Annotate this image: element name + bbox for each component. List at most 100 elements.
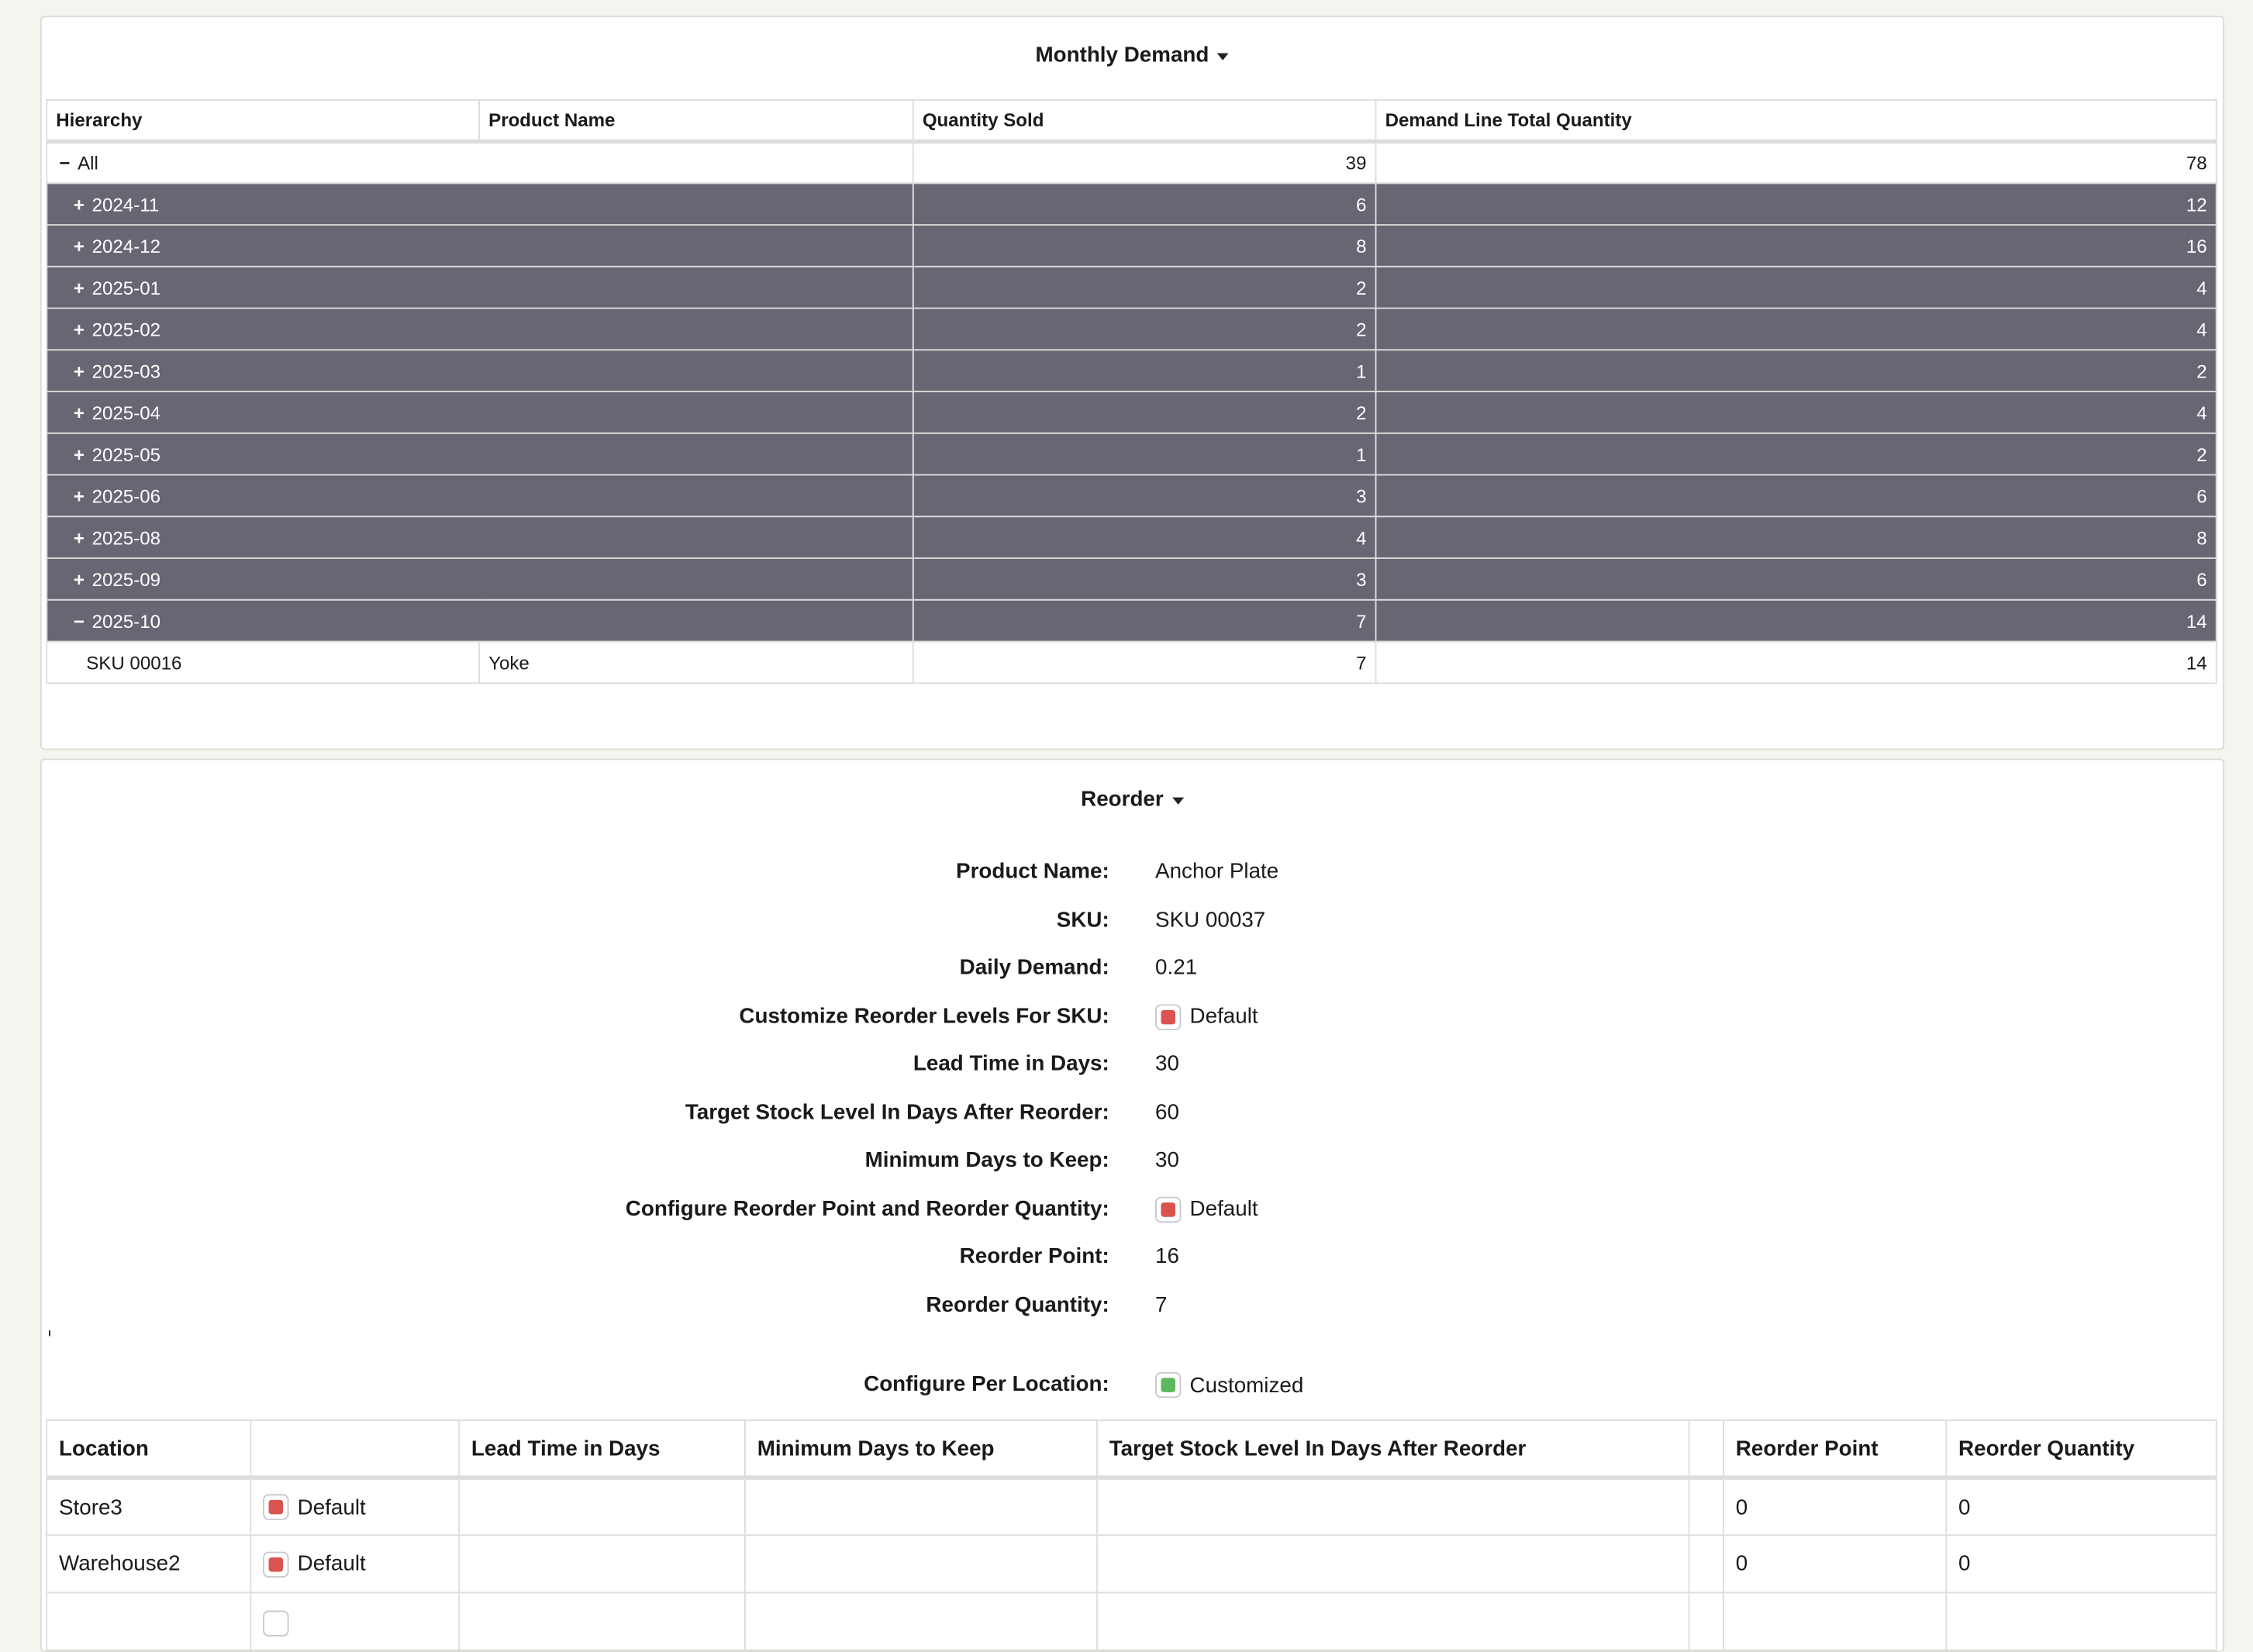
expand-icon[interactable]: + [73, 526, 85, 549]
quantity-sold-cell: 39 [912, 140, 1377, 185]
column-header[interactable]: Location [46, 1419, 252, 1480]
field-value-container: SKU 00037 [1155, 907, 1265, 932]
empty-cell [250, 1592, 461, 1651]
field-label: Configure Per Location: [864, 1371, 1109, 1397]
hierarchy-cell[interactable]: − All [46, 140, 914, 185]
field-value-container[interactable]: Default [1155, 1195, 1258, 1223]
table-row-month: +2025-09 3 6 [46, 557, 2217, 601]
row-label: 2025-05 [91, 443, 161, 465]
hierarchy-cell[interactable]: +2025-05 [46, 432, 914, 476]
field-value: 60 [1155, 1099, 1179, 1125]
hierarchy-cell[interactable]: +2025-06 [46, 474, 914, 518]
caret-down-icon [1217, 52, 1230, 60]
table-row-month: −2025-10 7 14 [46, 598, 2217, 643]
hierarchy-cell[interactable]: +2025-09 [46, 557, 914, 601]
column-header[interactable]: Reorder Point [1723, 1419, 1948, 1480]
column-header[interactable] [250, 1419, 461, 1480]
expand-icon[interactable]: + [73, 443, 85, 465]
checkbox-red-icon[interactable] [263, 1494, 289, 1520]
field-label: Configure Reorder Point and Reorder Quan… [625, 1195, 1109, 1221]
field-row: Product Name: Anchor Plate [42, 859, 2223, 888]
location-row-partial [46, 1592, 2217, 1651]
field-label: Product Name: [956, 859, 1109, 884]
column-header[interactable]: Lead Time in Days [458, 1419, 746, 1480]
configure-per-location-toggle[interactable]: Customized [1155, 1371, 1303, 1399]
hierarchy-cell[interactable]: +2024-11 [46, 182, 914, 226]
expand-icon[interactable]: + [73, 318, 85, 340]
field-value-container: Anchor Plate [1155, 859, 1278, 884]
expand-icon[interactable]: + [73, 485, 85, 507]
hierarchy-cell[interactable]: +2025-02 [46, 307, 914, 351]
table-row-sku: SKU 00016 Yoke 7 14 [46, 640, 2217, 685]
line-total-cell: 14 [1375, 598, 2217, 643]
text-cursor [49, 1330, 50, 1336]
row-label: All [78, 152, 98, 174]
reorder-title-dropdown[interactable]: Reorder [42, 788, 2223, 812]
table-row-month: +2025-02 2 4 [46, 307, 2217, 351]
expand-icon[interactable]: + [73, 401, 85, 423]
checkbox-green-icon[interactable] [1155, 1371, 1182, 1399]
column-header-line-total[interactable]: Demand Line Total Quantity [1375, 98, 2217, 144]
line-total-cell: 2 [1375, 432, 2217, 476]
table-row-month: +2025-03 1 2 [46, 349, 2217, 392]
empty-cell [1688, 1592, 1724, 1651]
quantity-sold-cell: 3 [912, 557, 1377, 601]
field-row: Daily Demand: 0.21 [42, 955, 2223, 984]
field-value-container: 60 [1155, 1100, 1179, 1125]
mode-label: Default [297, 1495, 366, 1519]
page: Monthly Demand Hierarchy Product Name Qu… [40, 16, 2224, 1652]
field-value: 30 [1155, 1147, 1179, 1173]
line-total-cell: 8 [1375, 516, 2217, 559]
hierarchy-cell[interactable]: +2025-04 [46, 391, 914, 434]
monthly-demand-table: Hierarchy Product Name Quantity Sold Dem… [46, 98, 2217, 685]
column-header-product-name[interactable]: Product Name [478, 98, 914, 144]
collapse-icon[interactable]: − [59, 152, 71, 174]
row-label: 2025-03 [91, 360, 161, 382]
hierarchy-cell[interactable]: −2025-10 [46, 598, 914, 643]
quantity-sold-cell: 7 [912, 640, 1377, 685]
checkbox-red-icon[interactable] [1155, 1003, 1182, 1029]
expand-icon[interactable]: + [73, 567, 85, 590]
field-row: Reorder Point: 16 [42, 1244, 2223, 1273]
mode-cell[interactable]: Default [250, 1534, 461, 1594]
column-header[interactable]: Target Stock Level In Days After Reorder [1096, 1419, 1690, 1480]
checkbox-red-icon[interactable] [1155, 1195, 1182, 1223]
column-header[interactable]: Minimum Days to Keep [744, 1419, 1098, 1480]
empty-cell [1096, 1592, 1690, 1651]
field-value: 7 [1155, 1292, 1168, 1317]
line-total-cell: 2 [1375, 349, 2217, 392]
reorder-title: Reorder [1081, 787, 1164, 812]
empty-cell [744, 1592, 1098, 1651]
checkbox-red-icon[interactable] [263, 1550, 289, 1577]
hierarchy-cell[interactable]: +2025-08 [46, 516, 914, 559]
expand-icon[interactable]: + [73, 360, 85, 382]
checkbox-icon[interactable] [263, 1609, 289, 1636]
caret-down-icon [1171, 796, 1184, 804]
column-header[interactable] [1688, 1419, 1724, 1480]
table-row-month: +2025-05 1 2 [46, 432, 2217, 476]
expand-icon[interactable]: + [73, 235, 85, 257]
column-header-quantity-sold[interactable]: Quantity Sold [912, 98, 1377, 144]
field-value: Default [1189, 1196, 1258, 1222]
hierarchy-cell[interactable]: +2024-12 [46, 224, 914, 267]
column-header-hierarchy[interactable]: Hierarchy [46, 98, 481, 144]
field-value-container[interactable]: Default [1155, 1003, 1258, 1029]
product-name-cell: Yoke [478, 640, 914, 685]
line-total-cell: 6 [1375, 474, 2217, 518]
quantity-sold-cell: 4 [912, 516, 1377, 559]
hierarchy-cell[interactable]: +2025-03 [46, 349, 914, 392]
monthly-demand-title-dropdown[interactable]: Monthly Demand [42, 43, 2223, 67]
collapse-icon[interactable]: − [73, 609, 85, 632]
empty-cell [458, 1592, 746, 1651]
field-value-container: 7 [1155, 1292, 1167, 1317]
hierarchy-cell[interactable]: +2025-01 [46, 265, 914, 309]
table-row-all: − All 39 78 [46, 140, 2217, 185]
expand-icon[interactable]: + [73, 193, 85, 216]
target-days-cell [1096, 1477, 1690, 1536]
spacer-cell [1688, 1534, 1724, 1594]
mode-cell[interactable]: Default [250, 1477, 461, 1536]
field-label: Minimum Days to Keep: [864, 1147, 1109, 1173]
column-header[interactable]: Reorder Quantity [1945, 1419, 2217, 1480]
expand-icon[interactable]: + [73, 276, 85, 298]
reorder-panel: Reorder Product Name: Anchor Plate SKU: SKU… [40, 758, 2224, 1652]
